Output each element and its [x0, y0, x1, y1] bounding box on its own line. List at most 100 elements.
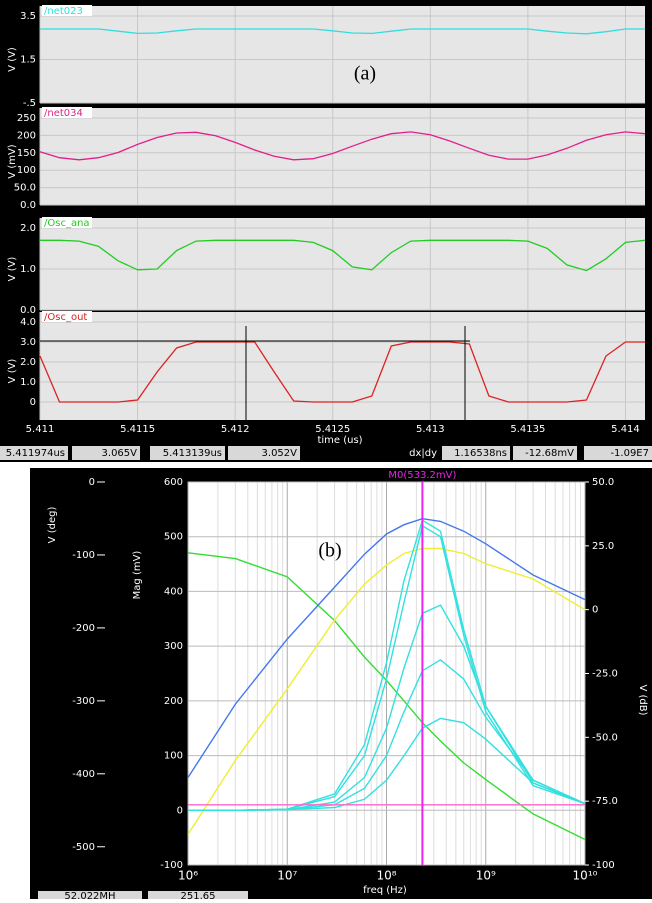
x-tick-label: 5.4125	[315, 424, 350, 435]
status-text: dx|dy	[409, 448, 437, 459]
y-tick-label: -.5	[23, 98, 36, 109]
status-box	[228, 446, 300, 460]
y-tick-label: -200	[72, 623, 95, 634]
y-tick-label: 200	[164, 696, 183, 707]
y-tick-label: 300	[164, 641, 183, 652]
y-axis-label: Mag (mV)	[132, 551, 143, 600]
status-box	[38, 891, 142, 899]
status-box	[584, 446, 652, 460]
y-tick-label: 400	[164, 586, 183, 597]
y-tick-label: 150	[17, 148, 36, 159]
y-tick-label: -100	[592, 860, 615, 871]
x-tick-label: 5.4135	[510, 424, 545, 435]
status-text: 3.052V	[262, 448, 298, 459]
annotation: (b)	[318, 540, 341, 562]
trace-name-box	[42, 107, 92, 118]
y-tick-label: 0.0	[20, 305, 36, 316]
y-tick-label: 250	[17, 113, 36, 124]
y-tick-label: 100	[17, 165, 36, 176]
trace-name: /Osc_out	[44, 312, 87, 323]
trace-name: /Osc_ana	[44, 218, 90, 229]
y-tick-label: -400	[72, 769, 95, 780]
y-axis-label: V (V)	[7, 47, 18, 72]
y-axis-label: V (mV)	[7, 144, 18, 179]
y-axis-label: V (V)	[7, 257, 18, 282]
y3-axis-label: V (deg)	[47, 507, 58, 544]
trace-name-box	[42, 5, 92, 16]
trace	[39, 341, 645, 403]
x-tick-label: 10¹⁰	[573, 869, 598, 883]
status-text: 3.065V	[102, 448, 138, 459]
y-tick-label: -50.0	[592, 732, 618, 743]
y-tick-label: 3.5	[20, 11, 36, 22]
status-box	[148, 891, 248, 899]
y-tick-label: 4.0	[20, 317, 36, 328]
plot-area	[40, 6, 645, 103]
y-tick-label: 25.0	[592, 541, 614, 552]
trace	[40, 239, 646, 272]
trace	[187, 547, 586, 835]
y-tick-label: 600	[164, 477, 183, 488]
trace	[40, 28, 645, 35]
plot-area	[40, 312, 645, 420]
y-tick-label: 50.0	[14, 183, 36, 194]
y-axis-label: V (V)	[7, 359, 18, 384]
y-tick-label: -100	[72, 550, 95, 561]
marker-label: M0(533.2mV)	[388, 470, 456, 481]
y-tick-label: 1.0	[20, 377, 36, 388]
status-text: 5.413139us	[163, 448, 222, 459]
x-tick-label: 10⁷	[277, 869, 297, 883]
y-tick-label: 0	[89, 477, 95, 488]
trace	[188, 717, 586, 811]
x-tick-label: 5.412	[221, 424, 250, 435]
x-axis-label: freq (Hz)	[363, 885, 407, 896]
status-text: 1.16538ns	[454, 448, 507, 459]
x-tick-label: 10⁶	[178, 869, 198, 883]
x-tick-label: 5.4115	[120, 424, 155, 435]
trace-name: /net034	[44, 108, 83, 119]
trace-name-box	[42, 311, 92, 322]
y-tick-label: 1.5	[20, 55, 36, 66]
y-tick-label: 0	[177, 805, 183, 816]
y-tick-label: 50.0	[592, 477, 614, 488]
y-tick-label: 0	[592, 605, 598, 616]
y-tick-label: -500	[72, 842, 95, 853]
status-box	[0, 446, 68, 460]
trace	[39, 131, 646, 161]
status-text: -1.09E7	[610, 448, 649, 459]
y-tick-label: -300	[72, 696, 95, 707]
y-tick-label: 100	[164, 751, 183, 762]
y2-axis-label: V (dB)	[637, 684, 648, 715]
trace-name-box	[42, 217, 92, 228]
status-box	[442, 446, 510, 460]
y-tick-label: 200	[17, 130, 36, 141]
plot-area	[40, 108, 645, 205]
y-tick-label: 2.0	[20, 357, 36, 368]
status-text: 251.65	[181, 891, 216, 899]
status-text: 52.022MH	[64, 891, 115, 899]
x-tick-label: 5.411	[26, 424, 55, 435]
plot-area	[40, 218, 645, 310]
status-text: -12.68mV	[525, 448, 574, 459]
y-tick-label: -25.0	[592, 669, 618, 680]
y-tick-label: 0	[30, 397, 36, 408]
annotation: (a)	[354, 63, 376, 85]
x-tick-label: 5.413	[416, 424, 445, 435]
y-tick-label: 2.0	[20, 223, 36, 234]
status-box	[72, 446, 140, 460]
trace	[187, 517, 586, 778]
y-tick-label: -75.0	[592, 796, 618, 807]
y-tick-label: 1.0	[20, 264, 36, 275]
status-text: 5.411974us	[6, 448, 65, 459]
x-tick-label: 5.414	[611, 424, 640, 435]
x-tick-label: 10⁹	[476, 869, 496, 883]
y-tick-label: -100	[160, 860, 183, 871]
trace-name: /net023	[44, 6, 83, 17]
y-tick-label: 3.0	[20, 337, 36, 348]
x-tick-label: 10⁸	[376, 869, 396, 883]
status-box	[150, 446, 225, 460]
y-tick-label: 500	[164, 532, 183, 543]
x-axis-label: time (us)	[317, 435, 362, 446]
